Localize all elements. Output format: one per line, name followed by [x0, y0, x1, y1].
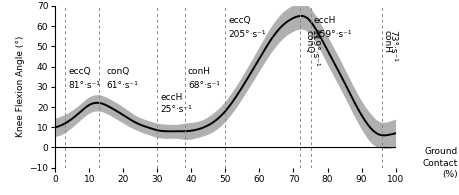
Text: 259°·s⁻¹: 259°·s⁻¹: [313, 30, 351, 39]
Text: conQ: conQ: [106, 66, 129, 75]
Text: 73°·s⁻¹: 73°·s⁻¹: [387, 30, 396, 62]
Text: 81°·s⁻¹: 81°·s⁻¹: [69, 81, 101, 90]
Text: 205°·s⁻¹: 205°·s⁻¹: [228, 30, 266, 39]
Text: 68°·s⁻¹: 68°·s⁻¹: [188, 81, 219, 90]
Text: 119°·s⁻¹: 119°·s⁻¹: [309, 30, 318, 68]
Text: Ground
Contact
(%): Ground Contact (%): [421, 147, 457, 179]
Y-axis label: Knee Flexion Angle (°): Knee Flexion Angle (°): [16, 36, 25, 137]
Text: 25°·s⁻¹: 25°·s⁻¹: [160, 105, 192, 114]
Text: eccQ: eccQ: [228, 16, 251, 25]
Text: conQ: conQ: [304, 30, 313, 53]
Text: 61°·s⁻¹: 61°·s⁻¹: [106, 81, 138, 90]
Text: eccH: eccH: [160, 93, 183, 102]
Text: conH: conH: [382, 30, 391, 53]
Text: eccH: eccH: [313, 16, 336, 25]
Text: conH: conH: [188, 66, 211, 75]
Text: eccQ: eccQ: [69, 66, 91, 75]
